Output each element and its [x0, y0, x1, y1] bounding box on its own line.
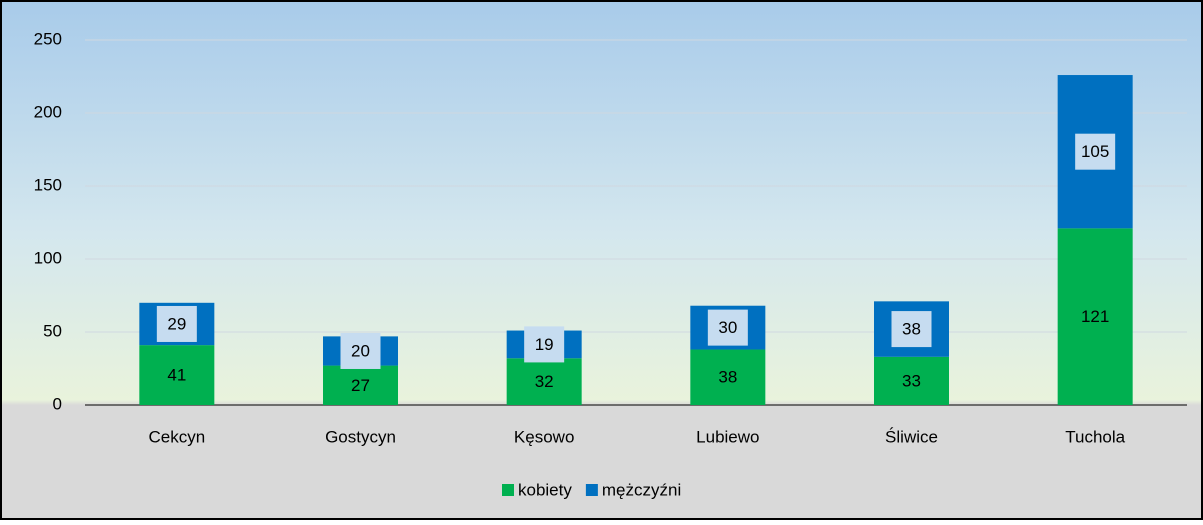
data-label: 41: [167, 366, 186, 385]
y-tick-label: 0: [53, 394, 62, 413]
x-tick-label: Kęsowo: [514, 427, 574, 446]
legend-swatch: [502, 484, 514, 496]
data-label: 27: [351, 376, 370, 395]
y-tick-label: 150: [34, 175, 62, 194]
data-label: 19: [535, 335, 554, 354]
data-label: 121: [1081, 307, 1109, 326]
data-label: 105: [1081, 142, 1109, 161]
y-tick-label: 100: [34, 248, 62, 267]
bar-segment: [506, 358, 582, 405]
bar-segment: [874, 356, 949, 405]
data-label-box: [340, 332, 381, 369]
bar-segment: [139, 345, 215, 405]
bar-segment: [690, 349, 766, 405]
legend-swatch: [585, 484, 598, 496]
data-label-box: [707, 309, 748, 346]
data-label: 29: [167, 314, 186, 333]
data-label-box: [524, 326, 565, 363]
data-label: 32: [535, 372, 554, 391]
x-tick-label: Tuchola: [1065, 427, 1125, 446]
y-tick-label: 200: [34, 102, 62, 121]
data-label-box: [1075, 133, 1116, 170]
data-label: 20: [351, 341, 370, 360]
y-tick-label: 250: [34, 29, 62, 48]
data-label: 38: [902, 320, 921, 339]
y-tick-label: 50: [43, 321, 62, 340]
x-tick-label: Śliwice: [885, 427, 938, 446]
bar-segment: [1057, 228, 1133, 405]
data-label-box: [891, 311, 932, 348]
data-label: 38: [718, 368, 737, 387]
legend-label: kobiety: [518, 480, 572, 499]
data-label: 30: [718, 318, 737, 337]
data-label: 33: [902, 371, 921, 390]
x-tick-label: Lubiewo: [696, 427, 759, 446]
data-label-box: [156, 305, 197, 342]
bar-segment: [323, 365, 398, 405]
x-tick-label: Cekcyn: [148, 427, 205, 446]
x-tick-label: Gostycyn: [325, 427, 396, 446]
legend-label: mężczyźni: [602, 480, 681, 499]
